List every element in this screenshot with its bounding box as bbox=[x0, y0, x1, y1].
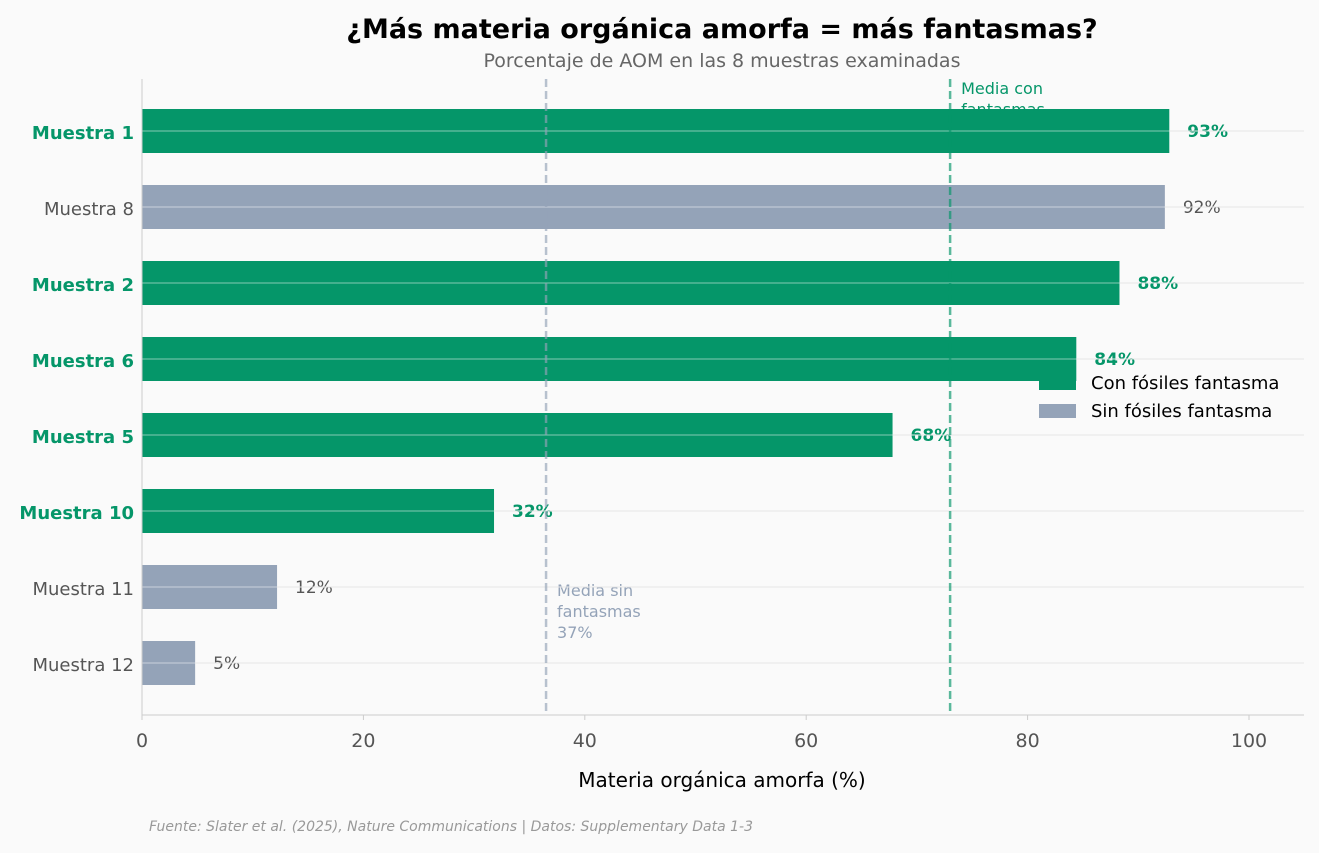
y-tick-label: Muestra 5 bbox=[32, 427, 134, 448]
bar-value-label: 84% bbox=[1094, 350, 1135, 370]
x-tick-label: 0 bbox=[136, 730, 148, 752]
x-axis-label: Materia orgánica amorfa (%) bbox=[578, 768, 865, 792]
y-tick-label: Muestra 10 bbox=[19, 503, 134, 524]
legend-label: Con fósiles fantasma bbox=[1091, 373, 1279, 394]
bar-value-label: 88% bbox=[1137, 274, 1178, 294]
y-tick-label: Muestra 8 bbox=[44, 199, 134, 220]
bar-value-label: 68% bbox=[911, 426, 952, 446]
y-tick-label: Muestra 12 bbox=[32, 655, 134, 676]
source-note: Fuente: Slater et al. (2025), Nature Com… bbox=[149, 819, 753, 835]
reference-line-label: Media con bbox=[961, 79, 1043, 98]
legend-label: Sin fósiles fantasma bbox=[1091, 401, 1272, 422]
x-tick-label: 80 bbox=[1016, 730, 1040, 752]
chart-title: ¿Más materia orgánica amorfa = más fanta… bbox=[346, 14, 1097, 45]
x-tick-label: 100 bbox=[1231, 730, 1267, 752]
y-tick-label: Muestra 11 bbox=[32, 579, 134, 600]
bar-value-label: 12% bbox=[295, 578, 333, 598]
bar-value-label: 32% bbox=[512, 502, 553, 522]
legend-swatch bbox=[1039, 376, 1076, 390]
bar-value-label: 5% bbox=[213, 654, 240, 674]
x-tick-label: 60 bbox=[794, 730, 818, 752]
y-tick-label: Muestra 2 bbox=[32, 275, 134, 296]
x-tick-label: 40 bbox=[573, 730, 597, 752]
y-tick-label: Muestra 1 bbox=[32, 123, 134, 144]
y-tick-label: Muestra 6 bbox=[32, 351, 134, 372]
bar-value-label: 93% bbox=[1187, 122, 1228, 142]
bar-value-label: 92% bbox=[1183, 198, 1221, 218]
chart-subtitle: Porcentaje de AOM en las 8 muestras exam… bbox=[484, 50, 961, 72]
reference-line-label: Media sin bbox=[557, 581, 633, 600]
reference-line-label: 37% bbox=[557, 623, 593, 642]
reference-line-label: fantasmas bbox=[557, 602, 641, 621]
x-tick-label: 20 bbox=[351, 730, 375, 752]
legend-swatch bbox=[1039, 404, 1076, 418]
